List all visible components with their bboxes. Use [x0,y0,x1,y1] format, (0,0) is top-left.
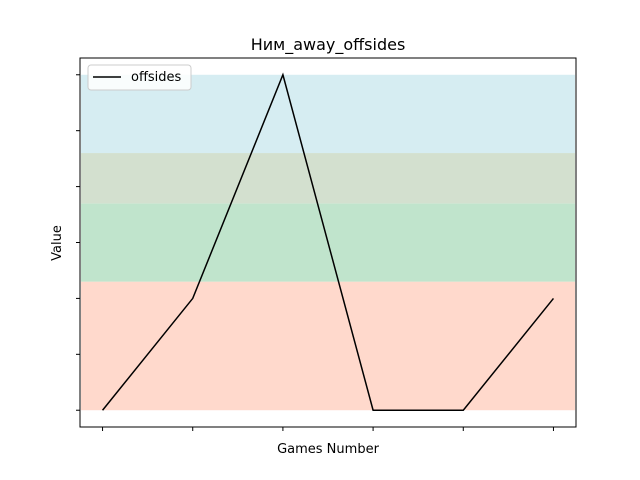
plot-frame [79,57,577,428]
y-axis-ticks [76,74,80,411]
chart-title: Ним_away_offsides [251,35,406,55]
legend-label-offsides: offsides [131,70,182,85]
background-band-1 [81,281,575,411]
series-line-offsides [101,72,555,411]
legend: offsides [87,64,192,91]
x-axis-label: Games Number [277,442,379,457]
y-axis-label: Value [50,225,65,261]
x-axis-ticks [102,427,554,431]
background-band-3 [81,153,575,204]
legend-box [87,64,192,91]
